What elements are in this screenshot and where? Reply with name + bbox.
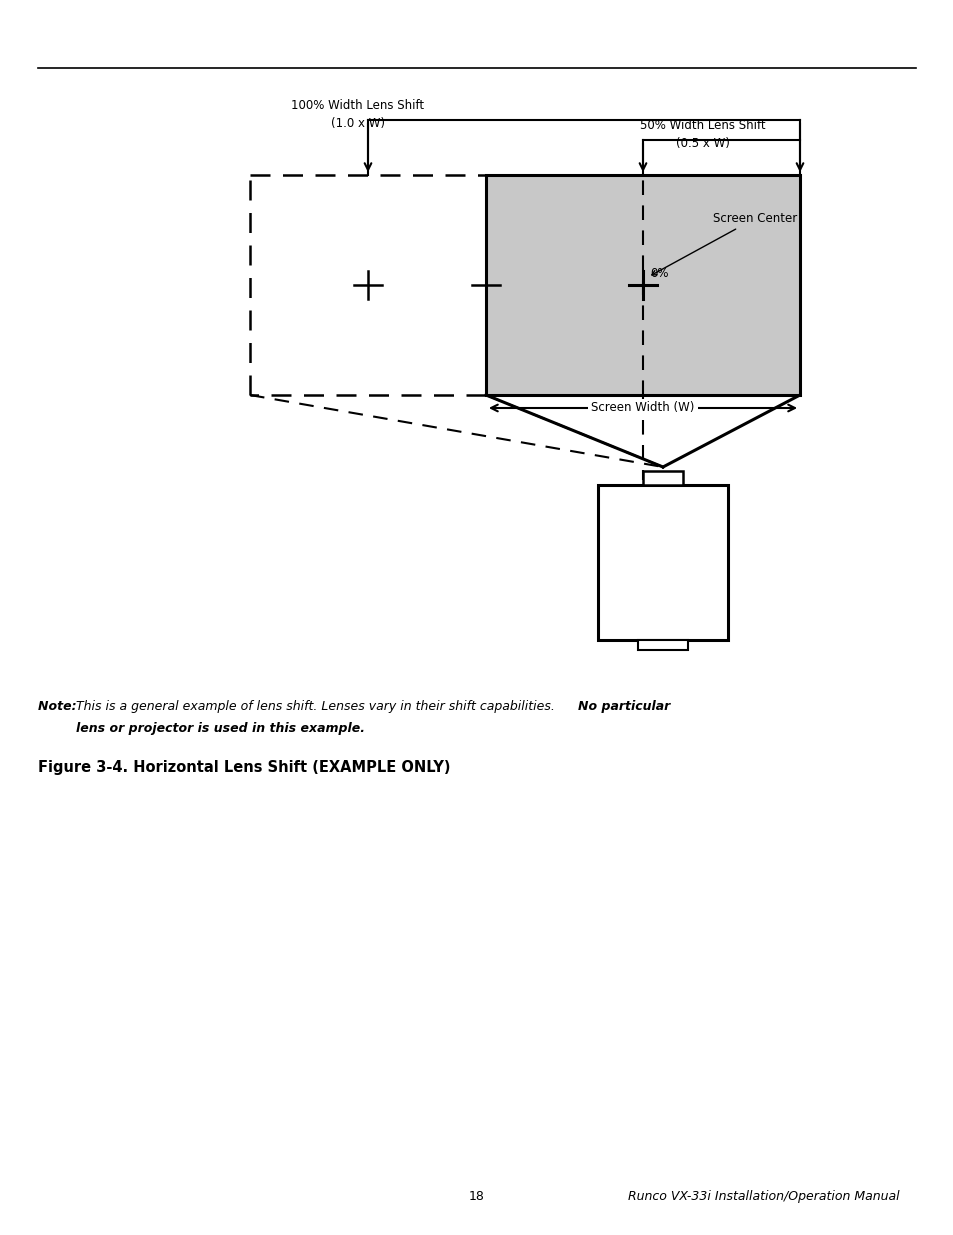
Text: This is a general example of lens shift. Lenses vary in their shift capabilities: This is a general example of lens shift.… [76, 700, 562, 713]
Bar [642, 471, 682, 485]
Text: Screen Width (W): Screen Width (W) [591, 401, 694, 415]
Text: 0%: 0% [649, 267, 668, 280]
Text: Runco VX-33i Installation/Operation Manual: Runco VX-33i Installation/Operation Manu… [628, 1191, 899, 1203]
Text: 100% Width Lens Shift: 100% Width Lens Shift [291, 99, 424, 112]
Text: 50% Width Lens Shift: 50% Width Lens Shift [639, 119, 765, 132]
Text: Figure 3-4. Horizontal Lens Shift (EXAMPLE ONLY): Figure 3-4. Horizontal Lens Shift (EXAMP… [38, 760, 450, 776]
Bar [598, 485, 727, 640]
Bar [638, 640, 687, 650]
Text: lens or projector is used in this example.: lens or projector is used in this exampl… [76, 722, 365, 735]
Text: 18: 18 [469, 1191, 484, 1203]
Text: No particular: No particular [578, 700, 670, 713]
Text: (1.0 x W): (1.0 x W) [331, 117, 385, 130]
Text: ​Note:: ​Note: [38, 700, 81, 713]
Text: Screen Center: Screen Center [651, 212, 797, 275]
Bar [485, 175, 800, 395]
Text: (0.5 x W): (0.5 x W) [676, 137, 729, 149]
